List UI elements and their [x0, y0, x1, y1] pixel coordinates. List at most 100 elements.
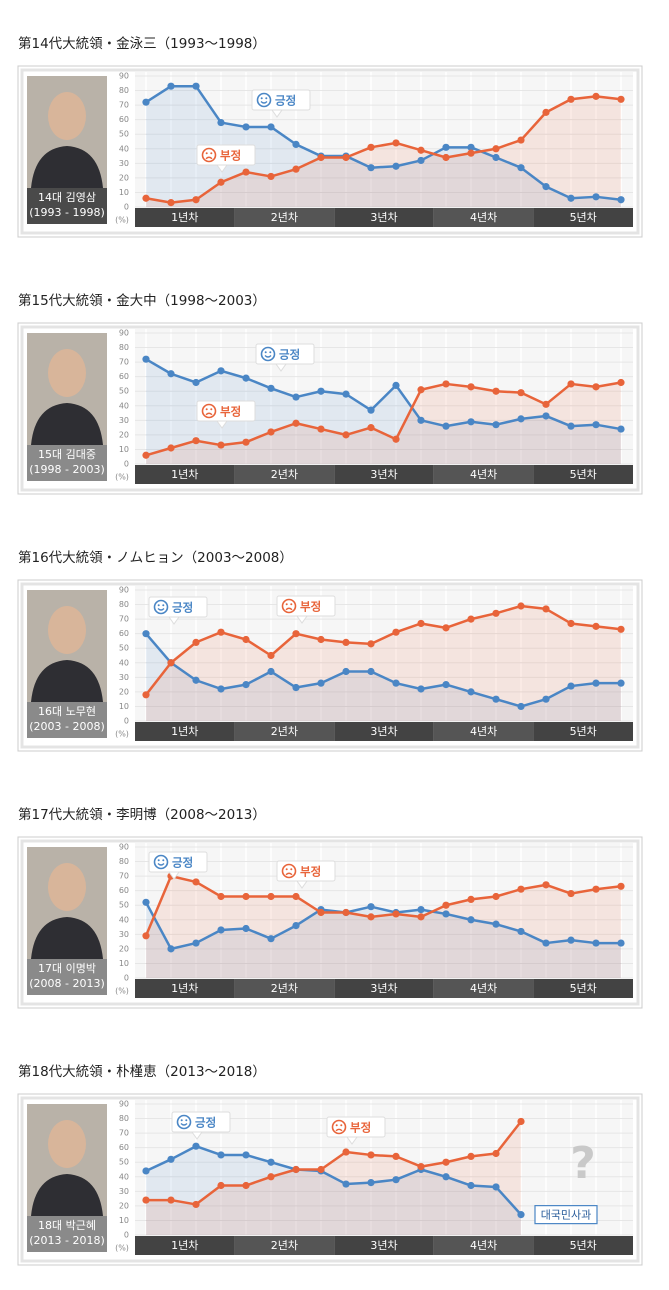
data-point	[142, 98, 150, 106]
legend-pointer	[191, 1131, 203, 1140]
area	[146, 382, 621, 464]
photo-caption-bg	[27, 959, 107, 995]
area	[146, 606, 621, 721]
data-point	[542, 939, 550, 947]
y-tick-label: 40	[119, 915, 129, 924]
data-point	[492, 1149, 500, 1158]
data-point	[342, 667, 350, 676]
data-point	[167, 659, 175, 667]
data-point	[317, 387, 325, 395]
data-point	[292, 683, 300, 692]
data-point	[617, 95, 625, 103]
photo-caption-bg	[27, 1216, 107, 1252]
data-point	[517, 602, 525, 610]
panel-inner	[20, 325, 640, 492]
year-label: 4년차	[470, 725, 497, 738]
smiley-eye	[162, 604, 165, 607]
data-point	[242, 924, 250, 933]
data-point	[517, 885, 525, 893]
data-point	[567, 95, 575, 103]
smiley-mouth	[180, 1122, 188, 1126]
y-tick-label: 20	[119, 687, 129, 696]
data-point	[492, 421, 500, 429]
year-band	[433, 979, 534, 998]
data-point	[567, 194, 575, 202]
y-tick-label: 60	[119, 115, 129, 124]
data-point	[242, 681, 250, 689]
smiley-eye	[162, 859, 165, 862]
data-point	[342, 1180, 350, 1188]
data-point	[292, 922, 300, 930]
photo-caption: 15대 김대중	[38, 448, 96, 461]
y-tick-label: 10	[119, 1216, 129, 1225]
data-point	[442, 1158, 450, 1166]
plot-bg	[135, 586, 633, 721]
area	[146, 1146, 521, 1235]
y-unit: (%)	[115, 216, 129, 225]
year-band	[135, 1236, 235, 1255]
data-point	[192, 878, 200, 886]
data-point	[567, 682, 575, 690]
year-label: 5년차	[570, 982, 597, 995]
y-tick-label: 0	[124, 717, 129, 726]
smiley-mouth	[205, 156, 213, 160]
data-point	[167, 1155, 175, 1163]
y-tick-label: 30	[119, 159, 129, 168]
year-label: 5년차	[570, 468, 597, 481]
data-point	[492, 920, 500, 928]
y-tick-label: 0	[124, 1231, 129, 1240]
y-tick-label: 20	[119, 1201, 129, 1210]
data-point	[217, 892, 225, 901]
year-band	[234, 979, 335, 998]
data-point	[267, 935, 275, 943]
smiley-eye	[157, 604, 160, 607]
data-point	[267, 384, 275, 392]
data-point	[242, 438, 250, 446]
data-point	[417, 619, 425, 628]
year-label: 1년차	[171, 725, 198, 738]
year-band	[334, 465, 434, 484]
data-point	[292, 892, 300, 901]
y-tick-label: 10	[119, 188, 129, 197]
data-point	[317, 679, 325, 687]
photo-head	[48, 863, 86, 911]
data-point	[392, 381, 400, 389]
smiley-eye	[180, 1119, 183, 1122]
data-point	[342, 908, 350, 917]
legend-label: 긍정	[172, 601, 193, 615]
data-point	[417, 905, 425, 914]
year-label: 2년차	[271, 468, 298, 481]
year-label: 1년차	[171, 211, 198, 224]
data-point	[242, 1151, 250, 1159]
data-point	[467, 895, 475, 904]
y-tick-label: 60	[119, 629, 129, 638]
data-point	[492, 892, 500, 901]
y-tick-label: 60	[119, 1143, 129, 1152]
data-point	[142, 1167, 150, 1175]
data-point	[517, 1117, 525, 1126]
data-point	[492, 153, 500, 162]
panel-inner	[20, 582, 640, 749]
data-point	[417, 146, 425, 154]
data-point	[367, 1151, 375, 1159]
data-point	[217, 118, 225, 127]
data-point	[492, 1183, 500, 1191]
data-point	[192, 939, 200, 947]
data-point	[217, 926, 225, 934]
data-point	[417, 416, 425, 424]
year-label: 1년차	[171, 982, 198, 995]
data-point	[492, 387, 500, 395]
data-point	[192, 638, 200, 647]
photo-caption: (2013 - 2018)	[29, 1234, 105, 1247]
data-point	[567, 936, 575, 944]
series-line	[145, 95, 622, 204]
smiley-mouth	[205, 412, 213, 416]
data-point	[367, 164, 375, 172]
legend-pointer	[296, 880, 308, 889]
year-band	[533, 1236, 633, 1255]
smiley-icon	[201, 147, 217, 163]
data-point	[267, 1173, 275, 1181]
y-tick-label: 80	[119, 343, 129, 352]
area	[146, 96, 621, 207]
data-point	[442, 422, 450, 430]
